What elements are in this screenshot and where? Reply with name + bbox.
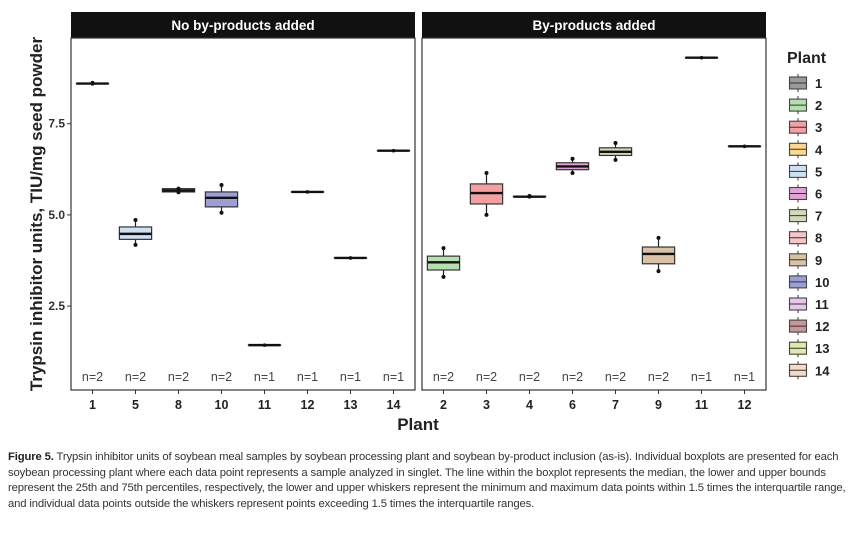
legend-label: 8	[815, 231, 822, 246]
data-point	[570, 170, 575, 175]
n-label: n=1	[340, 370, 361, 384]
y-tick-label: 5.0	[48, 208, 65, 222]
x-tick-label: 8	[175, 398, 182, 412]
data-point	[441, 274, 446, 279]
data-point	[90, 81, 95, 86]
figure-caption: Figure 5. Trypsin inhibitor units of soy…	[8, 450, 846, 512]
legend-title: Plant	[787, 50, 827, 67]
x-tick-label: 7	[612, 398, 619, 412]
data-point	[699, 55, 704, 60]
data-point	[656, 235, 661, 240]
data-point	[219, 210, 224, 215]
n-label: n=2	[562, 370, 583, 384]
legend-label: 7	[815, 209, 822, 224]
x-axis-label: Plant	[397, 415, 439, 434]
data-point	[527, 194, 532, 199]
n-label: n=2	[648, 370, 669, 384]
box-plant-9	[641, 246, 676, 265]
legend-label: 10	[815, 275, 829, 290]
x-tick-label: 13	[344, 398, 358, 412]
legend-label: 9	[815, 253, 822, 268]
panel-frame	[70, 37, 416, 391]
legend-label: 3	[815, 120, 822, 135]
caption-text: Trypsin inhibitor units of soybean meal …	[8, 451, 846, 510]
legend-label: 12	[815, 319, 829, 334]
data-point	[305, 190, 310, 194]
n-label: n=2	[168, 370, 189, 384]
n-label: n=2	[476, 370, 497, 384]
legend-label: 5	[815, 164, 822, 179]
x-tick-label: 9	[655, 398, 662, 412]
n-label: n=2	[211, 370, 232, 384]
legend-label: 1	[815, 76, 822, 91]
panel-title: No by-products added	[171, 18, 314, 33]
data-point	[262, 343, 267, 347]
legend-label: 13	[815, 341, 829, 356]
legend-label: 2	[815, 98, 822, 113]
n-label: n=2	[125, 370, 146, 384]
data-point	[348, 256, 353, 260]
panel-title: By-products added	[532, 18, 655, 33]
legend-label: 14	[815, 363, 830, 378]
y-axis-label: Trypsin inhibitor units, TIU/mg seed pow…	[27, 37, 46, 392]
legend-label: 6	[815, 187, 822, 202]
panel-frame	[421, 37, 767, 391]
y-tick-label: 2.5	[48, 299, 65, 313]
x-tick-label: 11	[695, 398, 708, 412]
n-label: n=2	[605, 370, 626, 384]
n-label: n=2	[82, 370, 103, 384]
boxplot-chart: No by-products added n=2 1 n=2 5 n=2 8 n=2 10 n=1…	[27, 12, 830, 434]
data-point	[133, 218, 138, 223]
data-point	[570, 156, 575, 161]
data-point	[484, 170, 489, 175]
x-tick-label: 14	[387, 398, 401, 412]
x-tick-label: 11	[258, 398, 271, 412]
n-label: n=1	[254, 370, 275, 384]
data-point	[613, 157, 618, 162]
x-tick-label: 6	[569, 398, 576, 412]
x-tick-label: 5	[132, 398, 139, 412]
n-label: n=1	[297, 370, 318, 384]
data-point	[484, 212, 489, 217]
panel-strip	[71, 12, 415, 38]
x-tick-label: 12	[738, 398, 752, 412]
n-label: n=2	[519, 370, 540, 384]
n-label: n=2	[433, 370, 454, 384]
x-tick-label: 4	[526, 398, 533, 412]
x-tick-label: 10	[215, 398, 229, 412]
data-point	[219, 183, 224, 188]
data-point	[742, 144, 747, 149]
legend-label: 4	[815, 142, 823, 157]
data-point	[133, 242, 138, 247]
data-point	[176, 190, 181, 195]
n-label: n=1	[734, 370, 755, 384]
n-label: n=1	[383, 370, 404, 384]
n-label: n=1	[691, 370, 712, 384]
y-tick-label: 7.5	[48, 117, 65, 131]
x-tick-label: 3	[483, 398, 490, 412]
data-point	[613, 141, 618, 146]
data-point	[656, 269, 661, 274]
data-point	[391, 148, 396, 153]
panel-strip	[422, 12, 766, 38]
x-tick-label: 12	[301, 398, 315, 412]
data-point	[176, 186, 181, 191]
x-tick-label: 2	[440, 398, 447, 412]
box-plant-10	[204, 191, 239, 208]
legend-label: 11	[815, 297, 829, 312]
x-tick-label: 1	[89, 398, 96, 412]
data-point	[441, 246, 446, 251]
caption-label: Figure 5.	[8, 451, 54, 463]
